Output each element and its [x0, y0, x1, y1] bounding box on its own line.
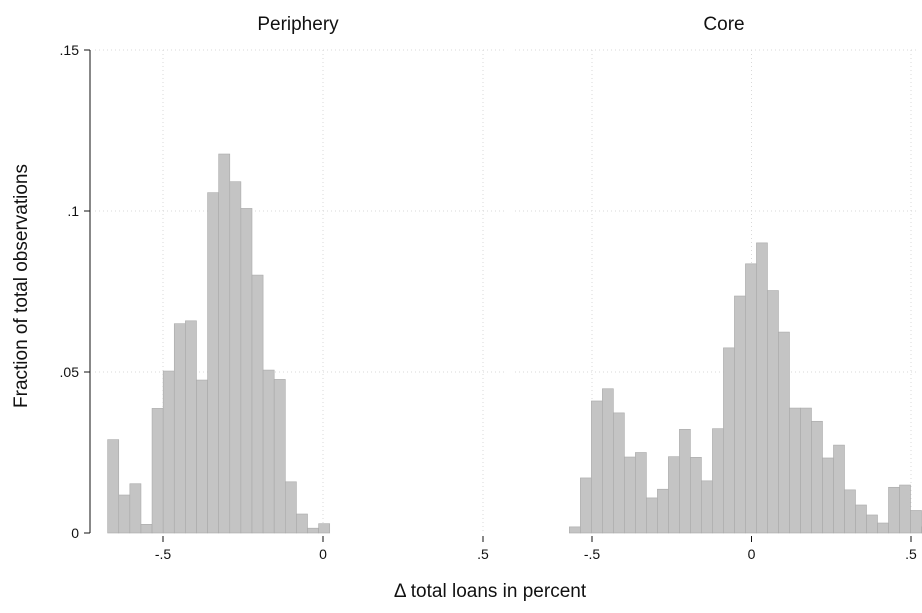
histogram-bar	[263, 370, 274, 533]
histogram-bar	[152, 408, 163, 533]
histogram-bar	[174, 324, 185, 533]
histogram-bar	[900, 485, 911, 533]
histogram-bar	[679, 429, 690, 533]
y-axis-title: Fraction of total observations	[11, 164, 32, 408]
histogram-bar	[208, 193, 219, 533]
histogram-bar	[734, 296, 745, 533]
histogram-bar	[889, 487, 900, 533]
x-tick-label: .5	[477, 546, 489, 562]
histogram-bar	[745, 264, 756, 533]
histogram-bar	[141, 524, 152, 533]
histogram-bar	[866, 515, 877, 533]
histogram-bar	[613, 413, 624, 533]
histogram-bar	[657, 489, 668, 533]
histogram-bar	[844, 490, 855, 533]
x-tick-label: .5	[905, 546, 917, 562]
histogram-bar	[319, 524, 330, 533]
histogram-bar	[285, 482, 296, 533]
histogram-bar	[723, 348, 734, 533]
histogram-bar	[878, 523, 889, 533]
histogram-bar	[822, 458, 833, 533]
histogram-bar	[800, 408, 811, 533]
histogram-bar	[252, 275, 263, 533]
x-tick-label: 0	[748, 546, 756, 562]
histogram-bar	[163, 371, 174, 533]
histogram-bar	[635, 453, 646, 534]
histogram-bar	[296, 514, 307, 533]
histogram-bar	[108, 440, 119, 533]
histogram-bar	[219, 154, 230, 533]
y-tick-label: .05	[60, 364, 80, 380]
y-tick-label: 0	[71, 525, 79, 541]
histogram-bar	[811, 421, 822, 533]
histogram-bar	[580, 478, 591, 533]
histogram-bar	[690, 457, 701, 533]
histogram-bar	[602, 389, 613, 533]
histogram-bar	[646, 498, 657, 533]
histogram-bar	[712, 429, 723, 533]
histogram-bar	[591, 401, 602, 533]
histogram-bar	[855, 505, 866, 533]
y-tick-label: .15	[60, 42, 80, 58]
histogram-bar	[911, 510, 922, 533]
histogram-bar	[230, 182, 241, 533]
histogram-bar	[185, 321, 196, 533]
x-tick-label: -.5	[155, 546, 172, 562]
histogram-bar	[778, 332, 789, 533]
histogram-bar	[833, 445, 844, 533]
histogram-bar	[119, 495, 130, 533]
histogram-bar	[789, 408, 800, 533]
histogram-bar	[196, 380, 207, 533]
histogram-bar	[569, 527, 580, 533]
panel-title-core: Core	[703, 14, 744, 35]
x-tick-label: -.5	[584, 546, 601, 562]
histogram-bar	[668, 457, 679, 533]
histogram-bar	[756, 243, 767, 533]
histogram-bar	[624, 457, 635, 533]
histogram-bar	[701, 481, 712, 533]
histogram-bar	[274, 379, 285, 533]
panel-title-periphery: Periphery	[257, 14, 339, 35]
histogram-bar	[241, 208, 252, 533]
histogram-bar	[130, 484, 141, 533]
histogram-bar	[767, 291, 778, 533]
y-tick-label: .1	[67, 203, 79, 219]
histogram-bar	[308, 528, 319, 533]
x-axis-title: Δ total loans in percent	[394, 581, 587, 602]
x-tick-label: 0	[319, 546, 327, 562]
